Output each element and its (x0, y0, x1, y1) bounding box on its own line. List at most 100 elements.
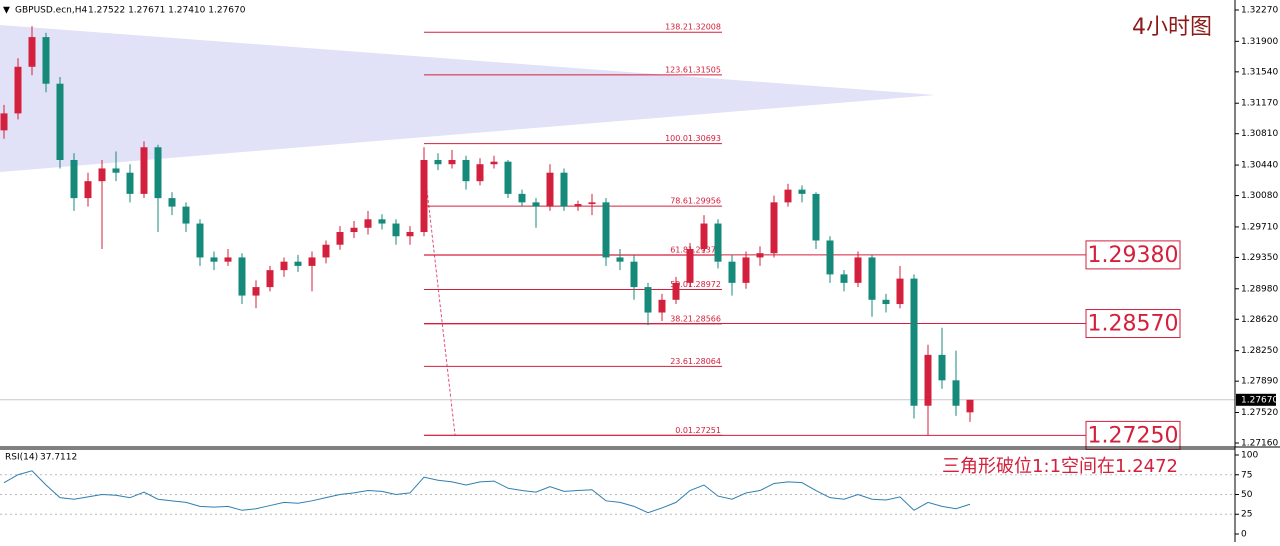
y-tick-label: 1.30080 (1241, 191, 1278, 201)
candle-body (168, 198, 176, 207)
rsi-name: RSI(14) (5, 453, 38, 463)
y-tick-label: 1.28980 (1241, 284, 1278, 294)
fib-price: 1.28566 (688, 314, 721, 323)
candle-body (924, 354, 932, 406)
candle-body (42, 37, 50, 84)
y-tick-label: 1.28620 (1241, 315, 1278, 325)
candle-body (658, 299, 666, 313)
candle-body (448, 159, 456, 165)
fib-level: 123.6 (665, 65, 688, 74)
candle-body (294, 261, 302, 266)
candle-body (126, 172, 134, 194)
candle-body (364, 219, 372, 228)
y-tick-label: 1.30810 (1241, 129, 1278, 139)
y-tick-label: 1.31900 (1241, 37, 1278, 47)
current-price-box (1236, 393, 1276, 406)
candle-body (420, 159, 428, 233)
key-level-label: 1.29380 (1088, 243, 1179, 268)
rsi-tick-label: 75 (1241, 470, 1252, 480)
y-tick-label: 1.28250 (1241, 346, 1278, 356)
candle-body (910, 278, 918, 406)
candle-body (756, 253, 764, 258)
candle-body (966, 399, 974, 413)
candle-body (798, 189, 806, 194)
candle-body (784, 189, 792, 203)
candle-body (280, 261, 288, 271)
candle-body (644, 287, 652, 313)
candle-body (854, 257, 862, 283)
symbol: GBPUSD.ecn,H4 (15, 6, 87, 16)
candle-body (504, 161, 512, 194)
quote: 1.27522 1.27671 1.27410 1.27670 (88, 6, 246, 16)
fib-level: 78.6 (670, 197, 688, 206)
candle-body (308, 257, 316, 266)
candle-body (336, 232, 344, 245)
candle-body (938, 354, 946, 381)
candle-body (686, 248, 694, 283)
candle-body (826, 240, 834, 275)
candle-body (616, 257, 624, 262)
candle-body (210, 257, 218, 262)
fib-price: 1.31505 (688, 65, 721, 74)
current-price-label: 1.27670 (1241, 395, 1278, 405)
candle-body (518, 193, 526, 203)
candle-body (112, 168, 120, 173)
candle-body (532, 202, 540, 207)
candle-body (714, 223, 722, 262)
y-tick-label: 1.31540 (1241, 67, 1278, 77)
menu-icon: ▼ (3, 6, 10, 16)
candle-body (14, 66, 22, 114)
candle-body (406, 232, 414, 237)
y-tick-label: 1.29710 (1241, 222, 1278, 232)
key-level-box (1085, 240, 1181, 270)
rsi-tick-label: 0 (1241, 529, 1247, 539)
fib-price: 1.28972 (688, 280, 721, 289)
candle-body (728, 261, 736, 283)
key-level-box (1085, 420, 1181, 450)
fib-level: 23.6 (670, 357, 688, 366)
y-tick-label: 1.27160 (1241, 439, 1278, 449)
candle-body (490, 161, 498, 165)
fib-level: 138.2 (665, 23, 688, 32)
fib-level: 100.0 (665, 134, 688, 143)
candle-body (434, 159, 442, 165)
candle-body (476, 164, 484, 182)
rsi-line (3, 470, 971, 514)
key-level-box (1085, 309, 1181, 339)
candle-body (812, 193, 820, 241)
note: 三角形破位1:1空间在1.2472 (942, 456, 1178, 477)
rsi-value: 37.7112 (40, 453, 77, 463)
candle-body (224, 257, 232, 262)
candle-body (56, 83, 64, 160)
fib-price: 1.32008 (688, 23, 721, 32)
candle-body (700, 223, 708, 249)
candle-body (84, 181, 92, 199)
candle-body (322, 244, 330, 258)
y-tick-label: 1.30440 (1241, 161, 1278, 171)
candle-body (140, 147, 148, 194)
candle-body (546, 172, 554, 207)
key-level-label: 1.27250 (1088, 423, 1179, 448)
y-tick-label: 1.27520 (1241, 408, 1278, 418)
timeframe-label: 4小时图 (1132, 15, 1212, 40)
rsi-tick-label: 50 (1241, 490, 1253, 500)
y-tick-label: 1.32270 (1241, 5, 1278, 15)
candle-body (182, 206, 190, 224)
candle-body (350, 227, 358, 233)
candle-body (588, 202, 596, 205)
candle-body (28, 37, 36, 67)
fib-price: 1.28064 (688, 357, 721, 366)
candle-body (868, 257, 876, 300)
candle-body (462, 159, 470, 182)
candle-body (98, 168, 106, 182)
candle-body (630, 261, 638, 288)
y-tick-label: 1.27890 (1241, 377, 1278, 387)
triangle (0, 25, 935, 172)
candle-body (392, 223, 400, 237)
candle-body (70, 159, 78, 199)
candle-body (840, 274, 848, 283)
candle-body (0, 113, 8, 131)
candle-body (672, 282, 680, 300)
candle-body (952, 380, 960, 406)
